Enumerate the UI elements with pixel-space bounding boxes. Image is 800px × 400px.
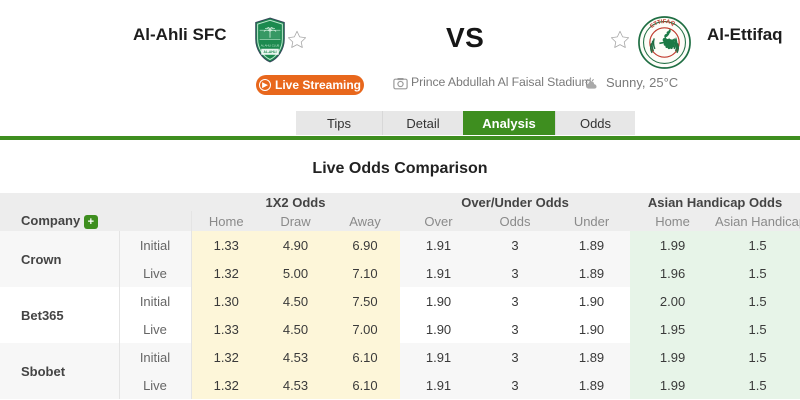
- svg-text:AL-AHLI: AL-AHLI: [263, 50, 276, 54]
- svg-text:AL AHLI CLUB: AL AHLI CLUB: [261, 44, 280, 48]
